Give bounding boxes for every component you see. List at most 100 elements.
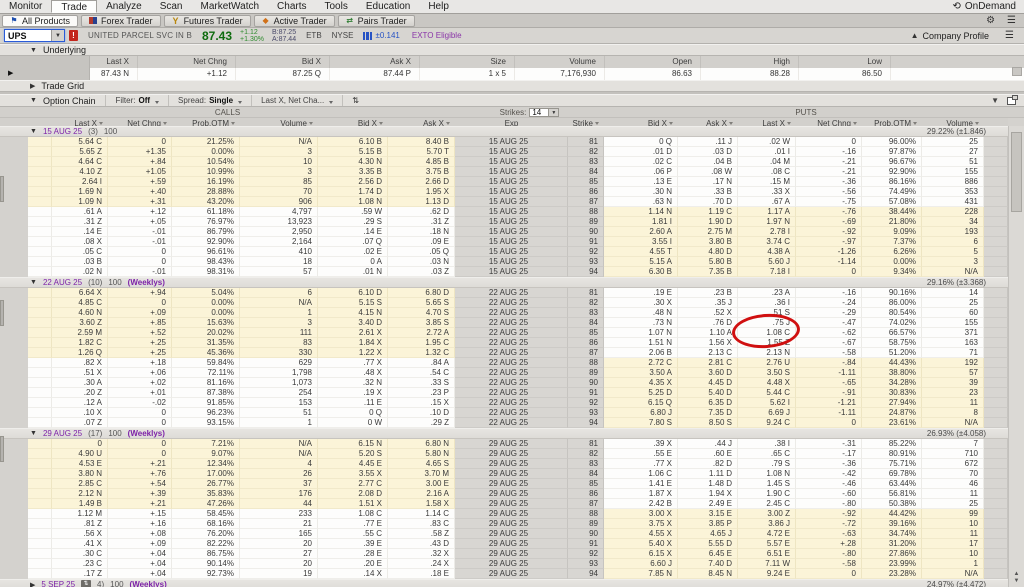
call-bid-cell[interactable]: 3.35 B [318, 167, 388, 177]
put-header-last-x[interactable]: Last X [738, 118, 796, 129]
call-probotm-cell[interactable]: 15.63% [172, 318, 240, 328]
put-bid-cell[interactable]: .13 E [604, 177, 678, 187]
call-netchng-cell[interactable]: +.84 [108, 157, 172, 167]
call-last-cell[interactable]: .56 X [52, 529, 108, 539]
put-volume-cell[interactable]: N/A [922, 267, 984, 277]
put-volume-cell[interactable]: 25 [922, 499, 984, 509]
put-netchng-cell[interactable]: -.69 [796, 217, 862, 227]
put-netchng-cell[interactable]: -.58 [796, 348, 862, 358]
call-probotm-cell[interactable]: 21.25% [172, 137, 240, 147]
call-last-cell[interactable]: .08 X [52, 237, 108, 247]
call-last-cell[interactable]: .20 Z [52, 388, 108, 398]
splitter-grip[interactable] [0, 176, 4, 202]
put-probotm-cell[interactable]: 34.74% [862, 529, 922, 539]
call-volume-cell[interactable]: 37 [240, 479, 318, 489]
put-volume-cell[interactable]: 672 [922, 459, 984, 469]
put-volume-cell[interactable]: 163 [922, 338, 984, 348]
option-row[interactable]: .82 X +.18 59.84% 629.77 X .84 A 22 AUG 25 88 2… [0, 358, 1008, 368]
put-bid-cell[interactable]: 2.72 C [604, 358, 678, 368]
call-last-cell[interactable]: 1.12 M [52, 509, 108, 519]
menu-item-scan[interactable]: Scan [159, 1, 183, 12]
strike-cell[interactable]: 83 [568, 157, 604, 167]
call-volume-cell[interactable]: 111 [240, 328, 318, 338]
put-bid-cell[interactable]: 3.55 I [604, 237, 678, 247]
put-netchng-cell[interactable]: 0 [796, 137, 862, 147]
put-bid-cell[interactable]: .02 C [604, 157, 678, 167]
active-trader-button[interactable]: ◆ Active Trader [253, 14, 335, 27]
call-ask-cell[interactable]: 4.65 S [388, 459, 455, 469]
put-volume-cell[interactable]: 710 [922, 449, 984, 459]
put-last-cell[interactable]: .04 M [738, 157, 796, 167]
call-ask-cell[interactable]: .10 D [388, 408, 455, 418]
gear-icon[interactable]: ⚙ [986, 15, 996, 26]
call-probotm-cell[interactable]: 43.20% [172, 197, 240, 207]
underlying-scrollbar[interactable] [1012, 67, 1022, 76]
put-probotm-cell[interactable]: 27.86% [862, 549, 922, 559]
option-row[interactable]: 2.64 I +.59 16.19% 85 2.56 D 2.66 D 15 AUG 25 8… [0, 177, 1008, 187]
call-bid-cell[interactable]: 0 A [318, 257, 388, 267]
put-probotm-cell[interactable]: 66.57% [862, 328, 922, 338]
put-netchng-cell[interactable]: -.84 [796, 358, 862, 368]
call-bid-cell[interactable]: 1.08 N [318, 197, 388, 207]
call-netchng-cell[interactable]: +.08 [108, 529, 172, 539]
call-last-cell[interactable]: 2.64 I [52, 177, 108, 187]
call-probotm-cell[interactable]: 31.35% [172, 338, 240, 348]
call-last-cell[interactable]: 2.12 N [52, 489, 108, 499]
call-volume-cell[interactable]: 410 [240, 247, 318, 257]
call-ask-cell[interactable]: 1.32 C [388, 348, 455, 358]
put-last-cell[interactable]: 4.72 E [738, 529, 796, 539]
put-bid-cell[interactable]: 6.15 X [604, 549, 678, 559]
underlying-expander-icon[interactable]: ▶ [0, 68, 90, 80]
menu-item-analyze[interactable]: Analyze [106, 1, 142, 12]
call-volume-cell[interactable]: 3 [240, 318, 318, 328]
call-probotm-cell[interactable]: 47.26% [172, 499, 240, 509]
call-last-cell[interactable]: .07 Z [52, 418, 108, 428]
put-probotm-cell[interactable]: 92.90% [862, 167, 922, 177]
call-probotm-cell[interactable]: 5.04% [172, 288, 240, 298]
call-ask-cell[interactable]: 3.00 E [388, 479, 455, 489]
call-netchng-cell[interactable]: 0 [108, 418, 172, 428]
put-netchng-cell[interactable]: -1.26 [796, 247, 862, 257]
call-volume-cell[interactable]: 2,164 [240, 237, 318, 247]
put-volume-cell[interactable]: 10 [922, 549, 984, 559]
call-ask-cell[interactable]: .24 X [388, 559, 455, 569]
call-ask-cell[interactable]: 3.70 M [388, 469, 455, 479]
put-ask-cell[interactable]: 4.45 D [678, 378, 738, 388]
call-volume-cell[interactable]: 83 [240, 338, 318, 348]
symbol-dropdown-icon[interactable]: ▼ [51, 30, 64, 41]
option-row[interactable]: .56 X +.08 76.20% 165.55 C .58 Z 29 AUG 25 90 4… [0, 529, 1008, 539]
call-volume-cell[interactable]: 20 [240, 539, 318, 549]
put-last-cell[interactable]: 2.78 I [738, 227, 796, 237]
call-ask-cell[interactable]: .32 X [388, 549, 455, 559]
call-volume-cell[interactable]: 4 [240, 459, 318, 469]
strike-cell[interactable]: 90 [568, 227, 604, 237]
put-last-cell[interactable]: 7.18 I [738, 267, 796, 277]
call-bid-cell[interactable]: 6.10 D [318, 288, 388, 298]
call-volume-cell[interactable]: 44 [240, 499, 318, 509]
call-last-cell[interactable]: .41 X [52, 539, 108, 549]
sort-toggle[interactable]: ⇅ [342, 95, 368, 106]
strike-cell[interactable]: 82 [568, 298, 604, 308]
option-row[interactable]: 4.85 C 0 0.00% N/A 5.15 S 5.65 S 22 AUG 25 82.3… [0, 298, 1008, 308]
put-last-cell[interactable]: 1.17 A [738, 207, 796, 217]
call-netchng-cell[interactable]: +.18 [108, 358, 172, 368]
put-bid-cell[interactable]: 1.06 C [604, 469, 678, 479]
call-probotm-cell[interactable]: 76.97% [172, 217, 240, 227]
call-netchng-cell[interactable]: 0 [108, 137, 172, 147]
put-probotm-cell[interactable]: 63.44% [862, 479, 922, 489]
call-bid-cell[interactable]: .11 E [318, 398, 388, 408]
strikes-value[interactable]: 14 [532, 108, 542, 117]
menu-item-education[interactable]: Education [365, 1, 411, 12]
company-profile-button[interactable]: ▲ Company Profile [911, 31, 999, 41]
put-bid-cell[interactable]: .30 X [604, 298, 678, 308]
put-ask-cell[interactable]: 7.35 B [678, 267, 738, 277]
call-bid-cell[interactable]: .55 C [318, 529, 388, 539]
put-volume-cell[interactable]: 11 [922, 489, 984, 499]
put-netchng-cell[interactable]: -.24 [796, 298, 862, 308]
call-last-cell[interactable]: .81 Z [52, 519, 108, 529]
call-probotm-cell[interactable]: 68.16% [172, 519, 240, 529]
call-ask-cell[interactable]: 5.65 S [388, 298, 455, 308]
option-row[interactable]: .61 A +.12 61.18% 4,797.59 W .62 D 15 AUG 25 8… [0, 207, 1008, 217]
put-last-cell[interactable]: 5.60 J [738, 257, 796, 267]
put-bid-cell[interactable]: 4.55 X [604, 529, 678, 539]
